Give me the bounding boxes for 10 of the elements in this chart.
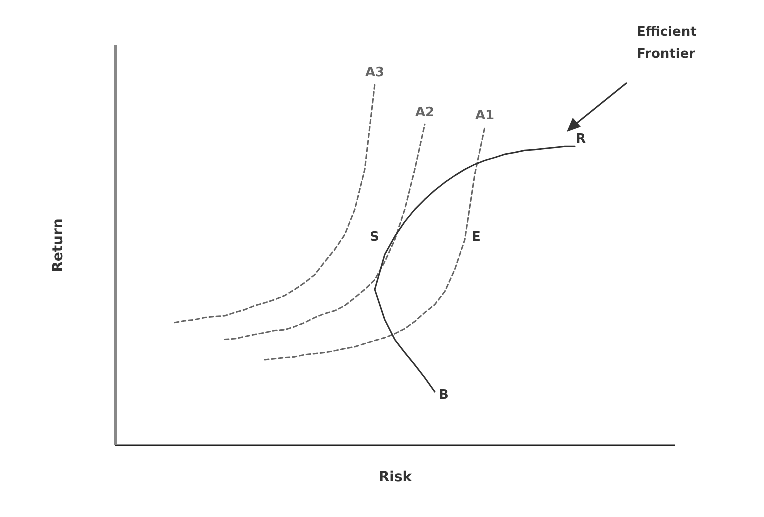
series-label: A3 [365,66,385,81]
annotation: E [472,229,481,247]
text: Efficient Frontier [637,24,698,64]
series-label: A2 [415,106,435,121]
annotation: R [576,131,586,149]
series-label: A1 [475,108,495,124]
annotation: S [370,229,380,247]
x-axis-title: Risk [378,470,413,486]
annotation: B [439,387,449,405]
y-axis-title: Return [50,218,66,272]
